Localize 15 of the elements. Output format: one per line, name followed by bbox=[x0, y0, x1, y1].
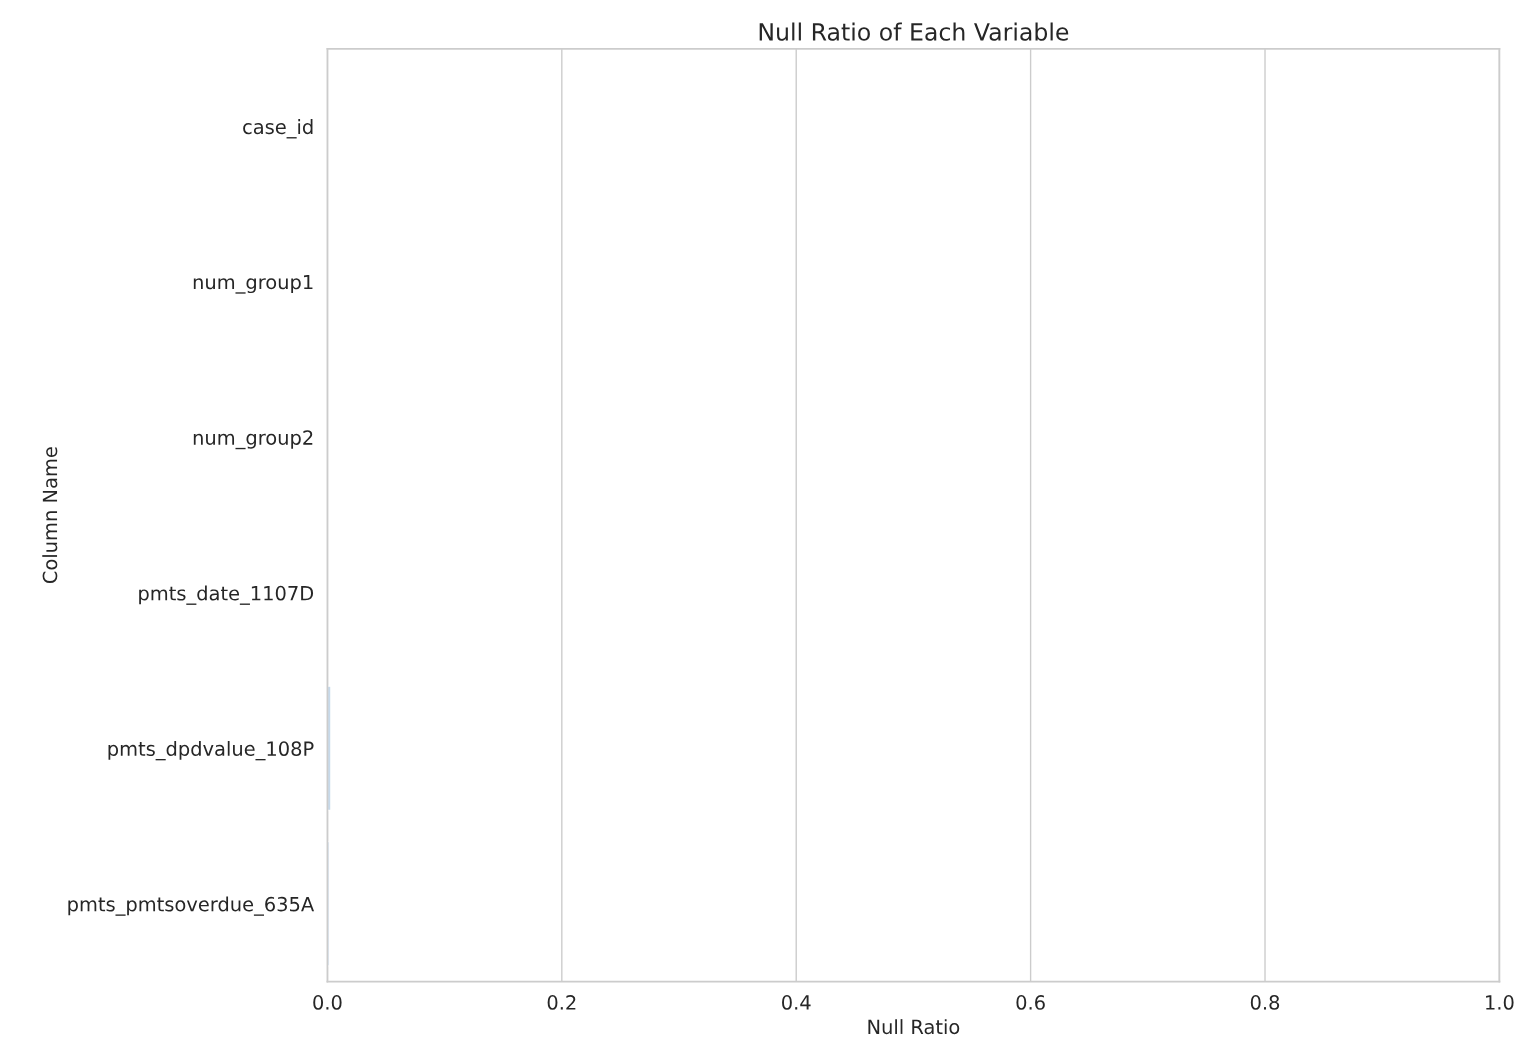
x-tick-label: 1.0 bbox=[1486, 995, 1514, 1010]
y-tick-label: pmts_pmtsoverdue_635A bbox=[68, 896, 315, 916]
x-axis-title: Null Ratio bbox=[868, 1019, 960, 1035]
x-tick-label: 0.4 bbox=[782, 995, 811, 1010]
x-tick-label: 0.2 bbox=[547, 995, 576, 1010]
y-tick-label: num_group1 bbox=[193, 274, 313, 294]
y-tick-label: pmts_date_1107D bbox=[139, 585, 314, 605]
y-tick-label: case_id bbox=[243, 119, 313, 139]
y-tick-label: pmts_dpdvalue_108P bbox=[108, 740, 314, 761]
chart-title: Null Ratio of Each Variable bbox=[759, 22, 1069, 41]
x-tick-label: 0.8 bbox=[1250, 995, 1280, 1010]
x-tick-label: 0.6 bbox=[1016, 995, 1045, 1010]
y-axis-title: Column Name bbox=[42, 447, 58, 584]
y-tick-label: num_group2 bbox=[193, 430, 313, 450]
x-tick-label: 0.0 bbox=[313, 995, 342, 1010]
